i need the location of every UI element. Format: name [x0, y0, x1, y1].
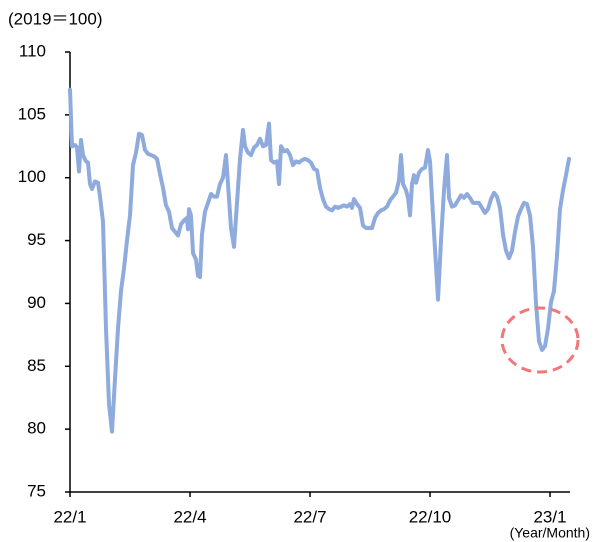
x-tick-label: 22/1: [53, 507, 86, 526]
y-tick-label: 100: [18, 167, 46, 186]
y-tick-label: 90: [27, 293, 46, 312]
y-tick-label: 105: [18, 104, 46, 123]
data-line: [68, 87, 571, 434]
y-tick-label: 80: [27, 419, 46, 438]
y-tick-label: 110: [19, 41, 46, 60]
y-tick-label: 95: [27, 230, 46, 249]
x-tick-label: 22/10: [409, 507, 452, 526]
y-tick-label: 85: [27, 356, 46, 375]
y-tick-label: 75: [27, 481, 46, 500]
x-tick-label: 22/4: [173, 507, 206, 526]
x-tick-label: 23/1: [533, 507, 566, 526]
y-axis-unit: (2019＝100): [8, 9, 103, 28]
highlight-circle: [500, 306, 580, 374]
x-tick-label: 22/7: [293, 507, 326, 526]
x-axis-label: (Year/Month): [510, 525, 590, 541]
